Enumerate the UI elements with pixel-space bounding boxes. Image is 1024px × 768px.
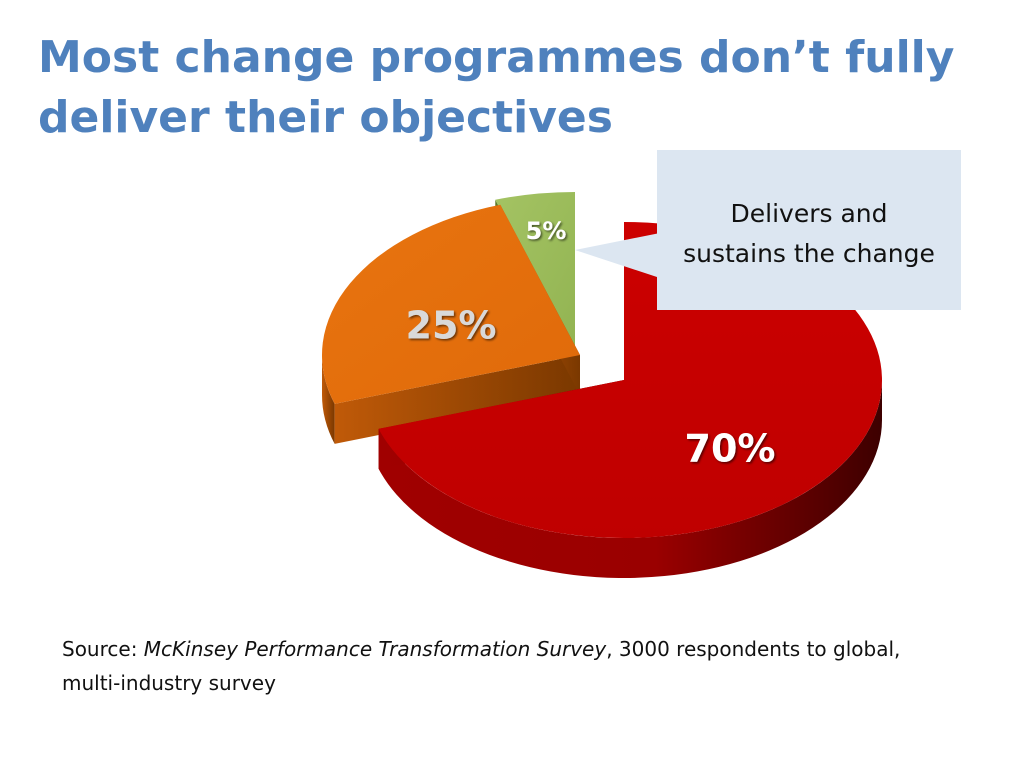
slide-title: Most change programmes don’t fully deliv… <box>38 28 978 148</box>
slide-title-line-1: Most change programmes don’t fully <box>38 32 955 83</box>
source-survey-name: McKinsey Performance Transformation Surv… <box>143 637 607 661</box>
data-label-5-percent: 5% <box>526 217 567 245</box>
slice-25-top <box>322 204 580 404</box>
source-prefix: Source: <box>62 637 144 661</box>
source-note: Source: McKinsey Performance Transformat… <box>62 632 962 700</box>
callout-pointer <box>575 233 660 278</box>
slice-70-side <box>378 380 882 578</box>
callout-line-2: sustains the change <box>683 239 935 268</box>
slide-title-line-2: deliver their objectives <box>38 92 613 143</box>
slice-25: 25% <box>322 204 580 444</box>
slice-25-side <box>322 355 335 444</box>
data-label-25-percent: 25% <box>406 304 497 348</box>
callout-line-1: Delivers and <box>730 199 888 228</box>
callout-box: Delivers and sustains the change <box>657 150 961 310</box>
slice-25-cut-face-0 <box>334 355 580 444</box>
data-label-70-percent: 70% <box>685 427 776 471</box>
source-suffix: , 3000 respondents to global, multi-indu… <box>62 637 901 695</box>
